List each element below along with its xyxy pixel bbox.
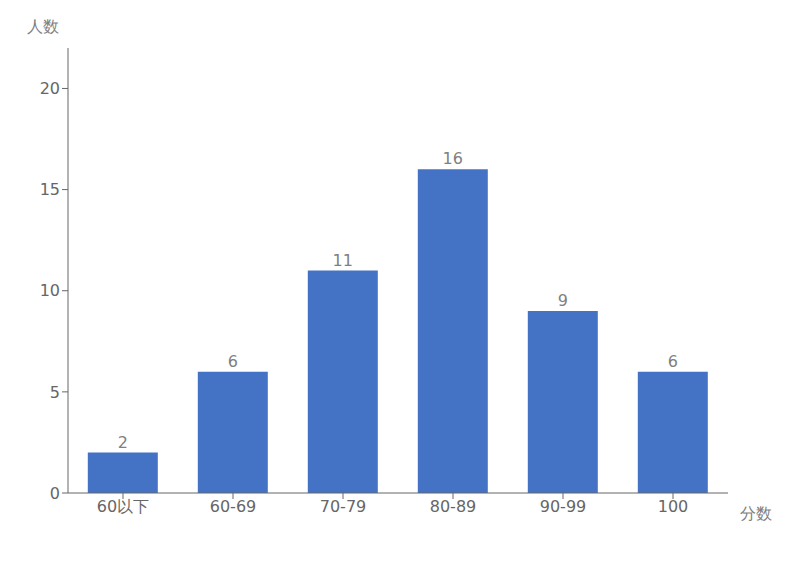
svg-text:100: 100 (658, 497, 689, 516)
svg-text:6: 6 (228, 352, 238, 371)
svg-text:2: 2 (118, 433, 128, 452)
svg-text:11: 11 (333, 251, 353, 270)
svg-text:0: 0 (50, 484, 60, 503)
svg-text:15: 15 (40, 180, 60, 199)
svg-text:5: 5 (50, 383, 60, 402)
svg-text:10: 10 (40, 281, 60, 300)
svg-text:20: 20 (40, 79, 60, 98)
svg-text:70-79: 70-79 (320, 497, 367, 516)
svg-text:60以下: 60以下 (97, 497, 149, 516)
svg-text:16: 16 (443, 149, 463, 168)
svg-text:分数: 分数 (740, 504, 772, 523)
svg-text:9: 9 (558, 291, 568, 310)
svg-text:80-89: 80-89 (430, 497, 477, 516)
svg-text:6: 6 (668, 352, 678, 371)
svg-text:90-99: 90-99 (540, 497, 587, 516)
svg-text:人数: 人数 (27, 17, 59, 36)
svg-text:60-69: 60-69 (210, 497, 257, 516)
